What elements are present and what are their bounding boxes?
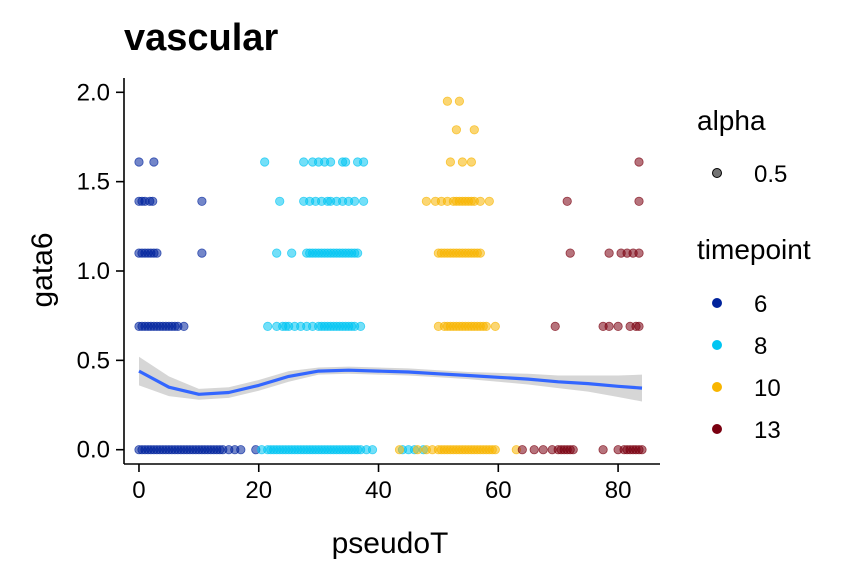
legend-title-alpha: alpha xyxy=(697,105,766,136)
data-point-timepoint-13 xyxy=(604,248,614,258)
y-axis-ticks: 0.0 0.5 1.0 1.5 2.0 xyxy=(77,79,124,464)
x-tick-label: 40 xyxy=(365,477,392,504)
data-point-timepoint-8 xyxy=(275,196,285,206)
legend-alpha-label: 0.5 xyxy=(754,161,787,188)
legend-alpha-key xyxy=(712,168,722,178)
data-point-timepoint-13 xyxy=(550,321,560,331)
legend-timepoint-key-8 xyxy=(712,340,722,350)
data-point-timepoint-10 xyxy=(481,321,491,331)
data-point-timepoint-10 xyxy=(490,321,500,331)
data-point-timepoint-6 xyxy=(149,157,159,167)
data-point-timepoint-10 xyxy=(490,445,500,455)
data-point-timepoint-13 xyxy=(634,157,644,167)
plot-area xyxy=(134,96,647,455)
data-point-timepoint-10 xyxy=(454,96,464,106)
data-point-timepoint-8 xyxy=(340,157,351,167)
legend-title-timepoint: timepoint xyxy=(697,234,811,265)
data-point-timepoint-6 xyxy=(148,196,158,206)
data-point-timepoint-13 xyxy=(529,445,539,455)
data-point-timepoint-8 xyxy=(358,157,369,167)
y-tick-label: 0.5 xyxy=(77,347,110,374)
data-point-timepoint-10 xyxy=(394,445,405,455)
data-point-timepoint-13 xyxy=(598,445,608,455)
data-point-timepoint-13 xyxy=(568,445,578,455)
legend-timepoint-items: 6 8 10 13 xyxy=(712,291,781,444)
y-tick-label: 1.0 xyxy=(77,258,110,285)
data-point-timepoint-6 xyxy=(197,196,207,206)
legend-timepoint-key-6 xyxy=(712,298,722,308)
data-point-timepoint-6 xyxy=(236,445,246,455)
data-point-timepoint-8 xyxy=(287,248,297,258)
legend-timepoint-key-10 xyxy=(712,382,722,392)
data-point-timepoint-10 xyxy=(412,445,423,455)
data-point-timepoint-10 xyxy=(451,125,461,135)
y-tick-label: 0.0 xyxy=(77,437,110,464)
data-point-timepoint-8 xyxy=(272,248,282,258)
data-point-timepoint-8 xyxy=(260,157,270,167)
y-tick-label: 2.0 xyxy=(77,79,110,106)
data-point-timepoint-10 xyxy=(457,157,467,167)
legend-alpha-items: 0.5 xyxy=(712,161,787,188)
legend-timepoint-key-13 xyxy=(712,424,722,434)
data-point-timepoint-13 xyxy=(634,196,644,206)
data-point-timepoint-8 xyxy=(355,321,366,331)
x-tick-label: 20 xyxy=(245,477,272,504)
points-layer xyxy=(134,96,647,455)
x-tick-label: 60 xyxy=(485,477,512,504)
data-point-timepoint-8 xyxy=(367,445,378,455)
data-point-timepoint-13 xyxy=(562,196,572,206)
y-axis-title: gata6 xyxy=(26,232,59,307)
data-point-timepoint-8 xyxy=(325,157,336,167)
legend-timepoint-label: 8 xyxy=(754,333,767,360)
legend: alpha 0.5 timepoint 6 8 10 13 xyxy=(697,105,811,444)
data-point-timepoint-10 xyxy=(466,157,476,167)
data-point-timepoint-13 xyxy=(613,321,623,331)
data-point-timepoint-10 xyxy=(475,196,485,206)
data-point-timepoint-6 xyxy=(152,248,162,258)
data-point-timepoint-8 xyxy=(299,157,309,167)
data-point-timepoint-10 xyxy=(421,196,431,206)
data-point-timepoint-6 xyxy=(134,157,144,167)
data-point-timepoint-13 xyxy=(565,248,575,258)
x-axis-ticks: 0 20 40 60 80 xyxy=(132,464,631,504)
data-point-timepoint-6 xyxy=(179,321,189,331)
y-tick-label: 1.5 xyxy=(77,169,110,196)
data-point-timepoint-10 xyxy=(475,248,485,258)
data-point-timepoint-13 xyxy=(634,321,644,331)
data-point-timepoint-8 xyxy=(358,196,369,206)
data-point-timepoint-10 xyxy=(469,125,479,135)
data-point-timepoint-13 xyxy=(517,445,527,455)
data-point-timepoint-8 xyxy=(349,196,360,206)
x-tick-label: 0 xyxy=(132,477,145,504)
data-point-timepoint-6 xyxy=(197,248,207,258)
data-point-timepoint-10 xyxy=(442,96,452,106)
data-point-timepoint-10 xyxy=(484,196,494,206)
data-point-timepoint-13 xyxy=(604,321,614,331)
data-point-timepoint-8 xyxy=(352,248,363,258)
x-axis-title: pseudoT xyxy=(332,527,449,560)
data-point-timepoint-10 xyxy=(445,157,455,167)
x-tick-label: 80 xyxy=(605,477,632,504)
chart-title: vascular xyxy=(124,17,278,59)
data-point-timepoint-13 xyxy=(634,248,644,258)
data-point-timepoint-13 xyxy=(538,445,548,455)
legend-timepoint-label: 10 xyxy=(754,375,781,402)
legend-timepoint-label: 6 xyxy=(754,291,767,318)
legend-timepoint-label: 13 xyxy=(754,417,781,444)
smooth-line xyxy=(138,368,643,396)
data-point-timepoint-13 xyxy=(637,445,647,455)
data-point-timepoint-8 xyxy=(263,321,273,331)
smooth-line-layer xyxy=(138,368,643,396)
